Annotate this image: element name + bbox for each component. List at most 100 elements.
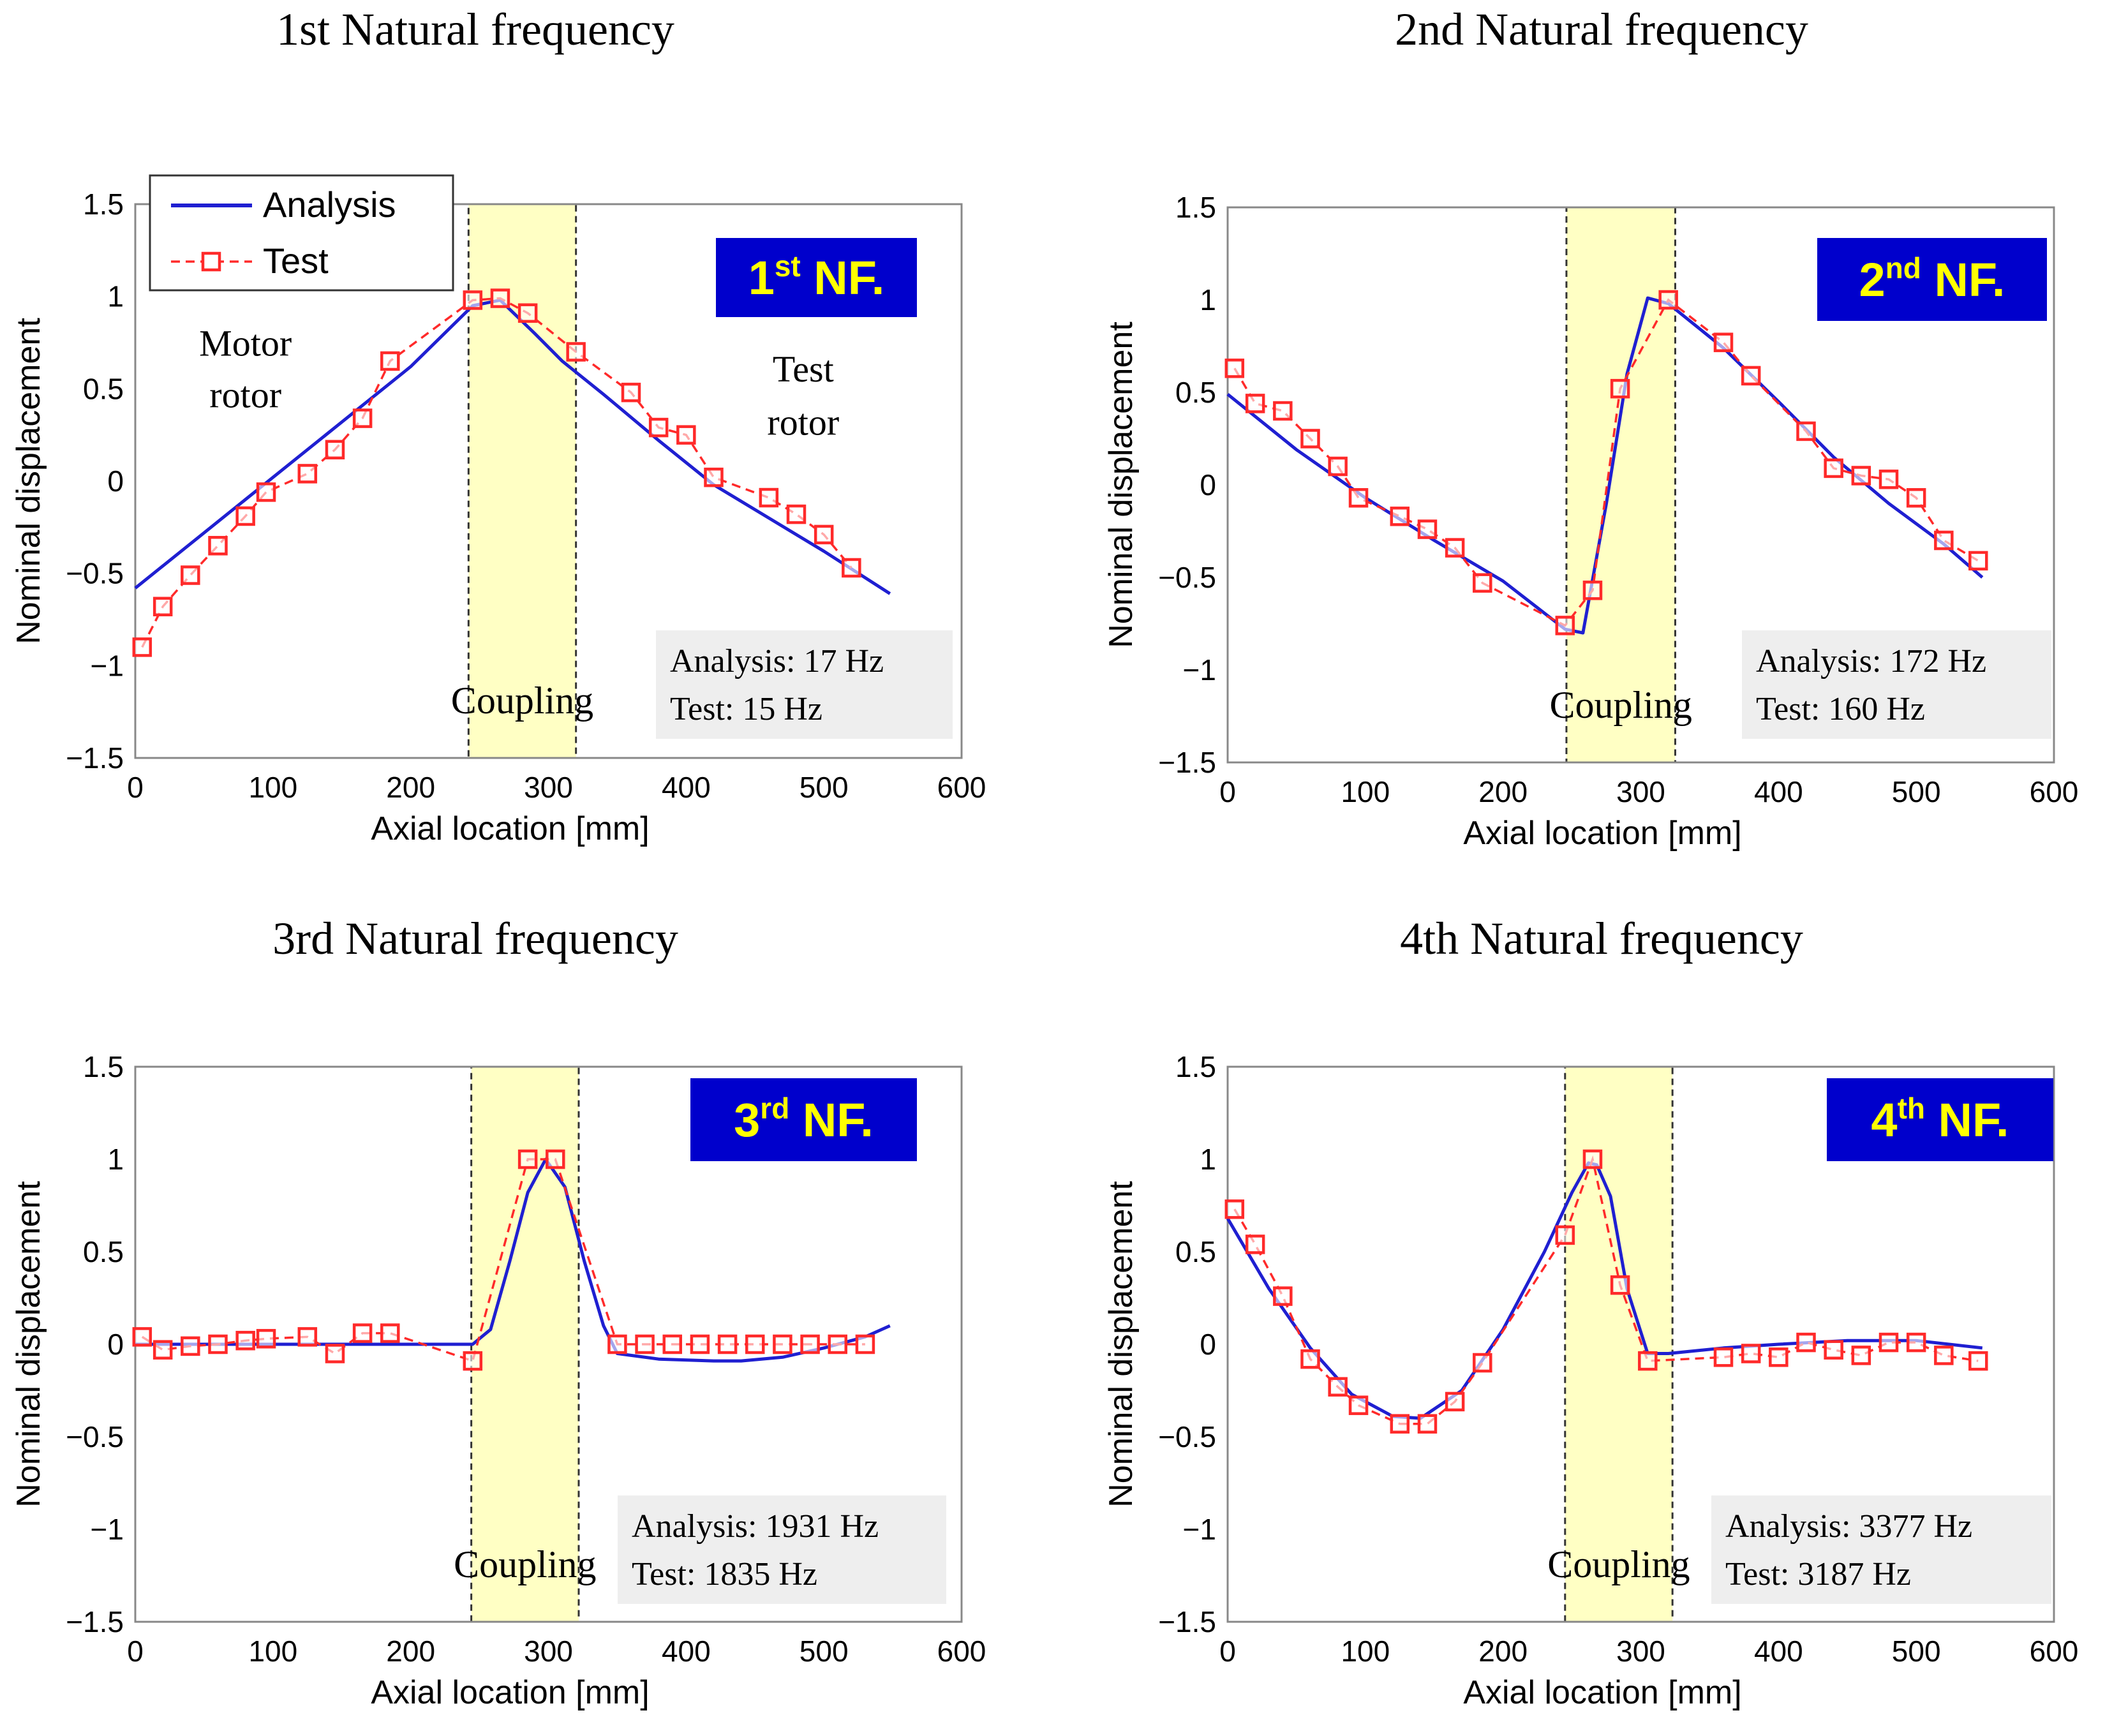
- test-marker: [1713, 332, 1734, 352]
- test-marker: [1555, 1225, 1575, 1245]
- chart-3: 3rd Natural frequency1.510.50−0.5−1−1.50…: [10, 913, 986, 1711]
- test-marker: [773, 1334, 792, 1354]
- y-tick-label: −1.5: [1158, 1605, 1216, 1638]
- y-tick-label: −1: [91, 649, 124, 682]
- test-marker: [855, 1334, 875, 1354]
- x-tick-label: 400: [1754, 775, 1803, 808]
- rotor-annotation: rotor: [209, 374, 281, 415]
- info-test-frequency: Test: 160 Hz: [1756, 691, 1925, 727]
- test-marker: [1906, 488, 1926, 508]
- test-marker: [1796, 421, 1816, 441]
- test-marker: [325, 1344, 345, 1363]
- test-marker: [352, 1323, 373, 1343]
- legend: Analysis Test: [149, 174, 454, 292]
- test-marker: [208, 1334, 228, 1354]
- chart-title: 2nd Natural frequency: [1395, 4, 1808, 55]
- test-marker: [181, 565, 200, 585]
- test-marker: [1796, 1332, 1816, 1353]
- test-marker: [463, 1351, 483, 1371]
- test-marker: [235, 506, 255, 526]
- test-marker: [566, 342, 586, 362]
- x-axis-label: Axial location [mm]: [371, 1674, 649, 1711]
- test-marker: [380, 351, 400, 371]
- badge-ordinal-suffix: rd: [760, 1092, 789, 1125]
- x-tick-label: 100: [248, 1635, 297, 1668]
- mode-badge-text: 1st NF.: [748, 249, 885, 304]
- test-marker: [517, 303, 538, 323]
- badge-nf: NF.: [789, 1094, 874, 1146]
- y-tick-label: −1.5: [66, 1605, 124, 1638]
- y-axis-label: Nominal displacement: [1103, 1181, 1140, 1508]
- test-marker: [490, 288, 510, 308]
- y-tick-label: −0.5: [1158, 561, 1216, 594]
- test-marker: [1713, 1347, 1734, 1367]
- y-tick-label: 1.5: [83, 1050, 124, 1083]
- test-marker: [152, 1340, 173, 1360]
- test-marker: [352, 408, 373, 428]
- test-marker: [1934, 530, 1954, 551]
- y-axis-label: Nominal displacement: [10, 1181, 47, 1508]
- test-marker: [1851, 466, 1871, 486]
- test-marker: [1769, 1347, 1789, 1367]
- test-marker: [1473, 573, 1492, 593]
- badge-number: 4: [1871, 1094, 1897, 1146]
- test-marker: [1878, 470, 1899, 489]
- x-tick-label: 0: [127, 771, 144, 804]
- x-tick-label: 600: [937, 1635, 986, 1668]
- test-marker: [1610, 378, 1630, 399]
- test-marker: [662, 1334, 682, 1354]
- plot-frame: [1226, 1065, 2055, 1623]
- test-marker: [380, 1323, 400, 1343]
- y-tick-label: 1: [107, 280, 124, 313]
- frequency-info-box: [618, 1495, 946, 1604]
- x-tick-label: 0: [1219, 775, 1236, 808]
- y-tick-label: −1.5: [66, 741, 124, 775]
- info-analysis-frequency: Analysis: 1931 Hz: [632, 1508, 879, 1545]
- test-marker: [1417, 519, 1438, 539]
- y-axis-label: Nominal displacement: [10, 318, 47, 644]
- x-tick-label: 200: [1478, 775, 1528, 808]
- y-tick-label: −1: [1183, 653, 1216, 686]
- x-tick-label: 300: [524, 771, 573, 804]
- badge-number: 1: [748, 251, 775, 304]
- mode-badge: [1817, 238, 2047, 321]
- chart-2: 2nd Natural frequency1.510.50−0.5−1−1.50…: [1103, 4, 2078, 852]
- frequency-info-box: [1742, 630, 2051, 739]
- frequency-info-box: [656, 630, 953, 739]
- mode-badge-text: 2nd NF.: [1859, 251, 2005, 306]
- chart-title: 1st Natural frequency: [276, 4, 674, 55]
- test-marker: [745, 1334, 765, 1354]
- test-marker: [1934, 1346, 1954, 1365]
- coupling-region: [467, 203, 577, 759]
- test-marker: [132, 1327, 152, 1347]
- mode-badge-text: 4th NF.: [1871, 1092, 2009, 1146]
- test-marker: [1968, 551, 1988, 571]
- test-marker: [621, 382, 641, 403]
- coupling-label: Coupling: [1550, 684, 1692, 726]
- test-marker: [1300, 429, 1320, 449]
- test-marker: [1300, 1349, 1320, 1369]
- legend-analysis-label: Analysis: [263, 184, 396, 225]
- x-tick-label: 100: [1341, 775, 1390, 808]
- badge-number: 3: [734, 1094, 760, 1146]
- x-tick-label: 400: [662, 771, 711, 804]
- coupling-region: [1564, 1065, 1674, 1623]
- y-tick-label: 0: [107, 464, 124, 498]
- y-tick-label: 1: [1200, 1143, 1216, 1176]
- test-marker: [325, 440, 345, 460]
- test-marker: [463, 290, 483, 310]
- test-marker: [648, 417, 669, 438]
- info-analysis-frequency: Analysis: 17 Hz: [670, 643, 884, 679]
- y-tick-label: 0.5: [1175, 1235, 1216, 1268]
- test-marker: [842, 558, 861, 578]
- x-axis-label: Axial location [mm]: [1463, 815, 1741, 852]
- test-marker: [800, 1334, 820, 1354]
- y-tick-label: −1.5: [1158, 746, 1216, 779]
- test-marker: [676, 425, 696, 445]
- info-test-frequency: Test: 3187 Hz: [1725, 1556, 1911, 1592]
- info-analysis-frequency: Analysis: 172 Hz: [1756, 643, 1986, 679]
- test-marker: [814, 524, 834, 545]
- coupling-label: Coupling: [1547, 1543, 1690, 1585]
- test-marker: [297, 464, 318, 484]
